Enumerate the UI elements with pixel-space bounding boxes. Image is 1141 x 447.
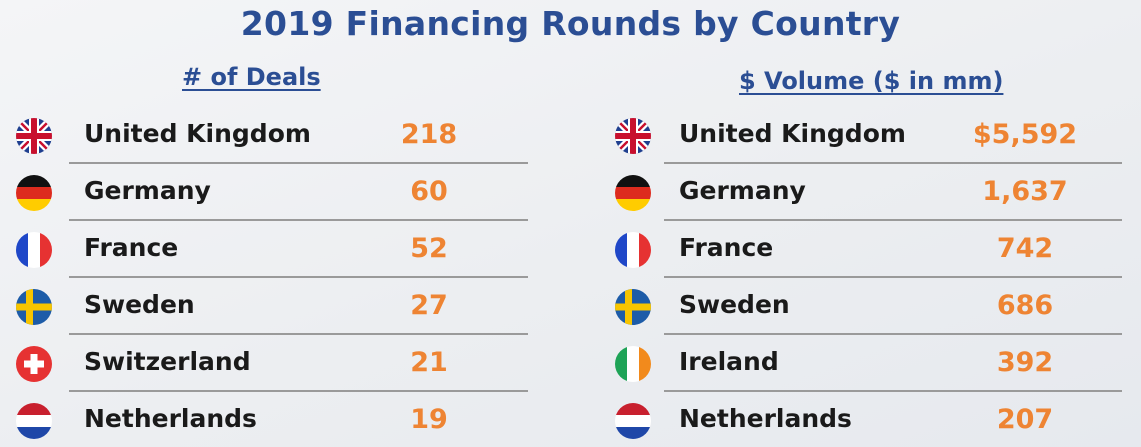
value-label: 21 xyxy=(410,347,448,378)
table-row: France 52 xyxy=(0,221,540,278)
country-label: Switzerland xyxy=(84,347,251,376)
netherlands-flag-icon xyxy=(615,403,651,439)
switzerland-flag-icon xyxy=(16,346,52,382)
sweden-flag-icon xyxy=(615,289,651,325)
table-row: France 742 xyxy=(600,221,1141,278)
volume-table: United Kingdom $5,592 Germany 1,637 France 74… xyxy=(600,107,1141,447)
country-label: Netherlands xyxy=(84,404,257,433)
table-row: Ireland 392 xyxy=(600,335,1141,392)
country-label: United Kingdom xyxy=(84,119,311,148)
france-flag-icon xyxy=(16,232,52,268)
value-label: 742 xyxy=(996,233,1054,264)
netherlands-flag-icon xyxy=(16,403,52,439)
value-label: 19 xyxy=(410,404,448,435)
chart-title: 2019 Financing Rounds by Country xyxy=(240,4,901,43)
value-label: 392 xyxy=(996,347,1054,378)
value-label: $5,592 xyxy=(972,119,1078,150)
country-label: United Kingdom xyxy=(679,119,906,148)
country-label: Sweden xyxy=(84,290,195,319)
table-row: Germany 1,637 xyxy=(600,164,1141,221)
row-divider xyxy=(664,333,1122,335)
value-label: 52 xyxy=(410,233,448,264)
table-row: Switzerland 21 xyxy=(0,335,540,392)
country-label: France xyxy=(84,233,179,262)
deals-table: United Kingdom 218 Germany 60 France 52 Sweden… xyxy=(0,107,540,447)
row-divider xyxy=(664,390,1122,392)
country-label: Netherlands xyxy=(679,404,852,433)
germany-flag-icon xyxy=(615,175,651,211)
row-divider xyxy=(69,162,528,164)
table-row: Germany 60 xyxy=(0,164,540,221)
country-label: France xyxy=(679,233,774,262)
ireland-flag-icon xyxy=(615,346,651,382)
deals-column-header: # of Deals xyxy=(182,63,321,91)
value-label: 27 xyxy=(410,290,448,321)
row-divider xyxy=(664,276,1122,278)
uk-flag-icon xyxy=(16,118,52,154)
value-label: 218 xyxy=(400,119,458,150)
uk-flag-icon xyxy=(615,118,651,154)
france-flag-icon xyxy=(615,232,651,268)
table-row: Sweden 27 xyxy=(0,278,540,335)
value-label: 60 xyxy=(410,176,448,207)
sweden-flag-icon xyxy=(16,289,52,325)
value-label: 207 xyxy=(996,404,1054,435)
row-divider xyxy=(664,219,1122,221)
country-label: Germany xyxy=(84,176,211,205)
row-divider xyxy=(69,390,528,392)
country-label: Germany xyxy=(679,176,806,205)
germany-flag-icon xyxy=(16,175,52,211)
row-divider xyxy=(664,162,1122,164)
country-label: Ireland xyxy=(679,347,779,376)
row-divider xyxy=(69,276,528,278)
country-label: Sweden xyxy=(679,290,790,319)
row-divider xyxy=(69,333,528,335)
value-label: 686 xyxy=(996,290,1054,321)
row-divider xyxy=(69,219,528,221)
table-row: Sweden 686 xyxy=(600,278,1141,335)
table-row: United Kingdom $5,592 xyxy=(600,107,1141,164)
volume-column-header: $ Volume ($ in mm) xyxy=(739,67,1004,95)
table-row: Netherlands 19 xyxy=(0,392,540,447)
table-row: United Kingdom 218 xyxy=(0,107,540,164)
table-row: Netherlands 207 xyxy=(600,392,1141,447)
value-label: 1,637 xyxy=(982,176,1068,207)
